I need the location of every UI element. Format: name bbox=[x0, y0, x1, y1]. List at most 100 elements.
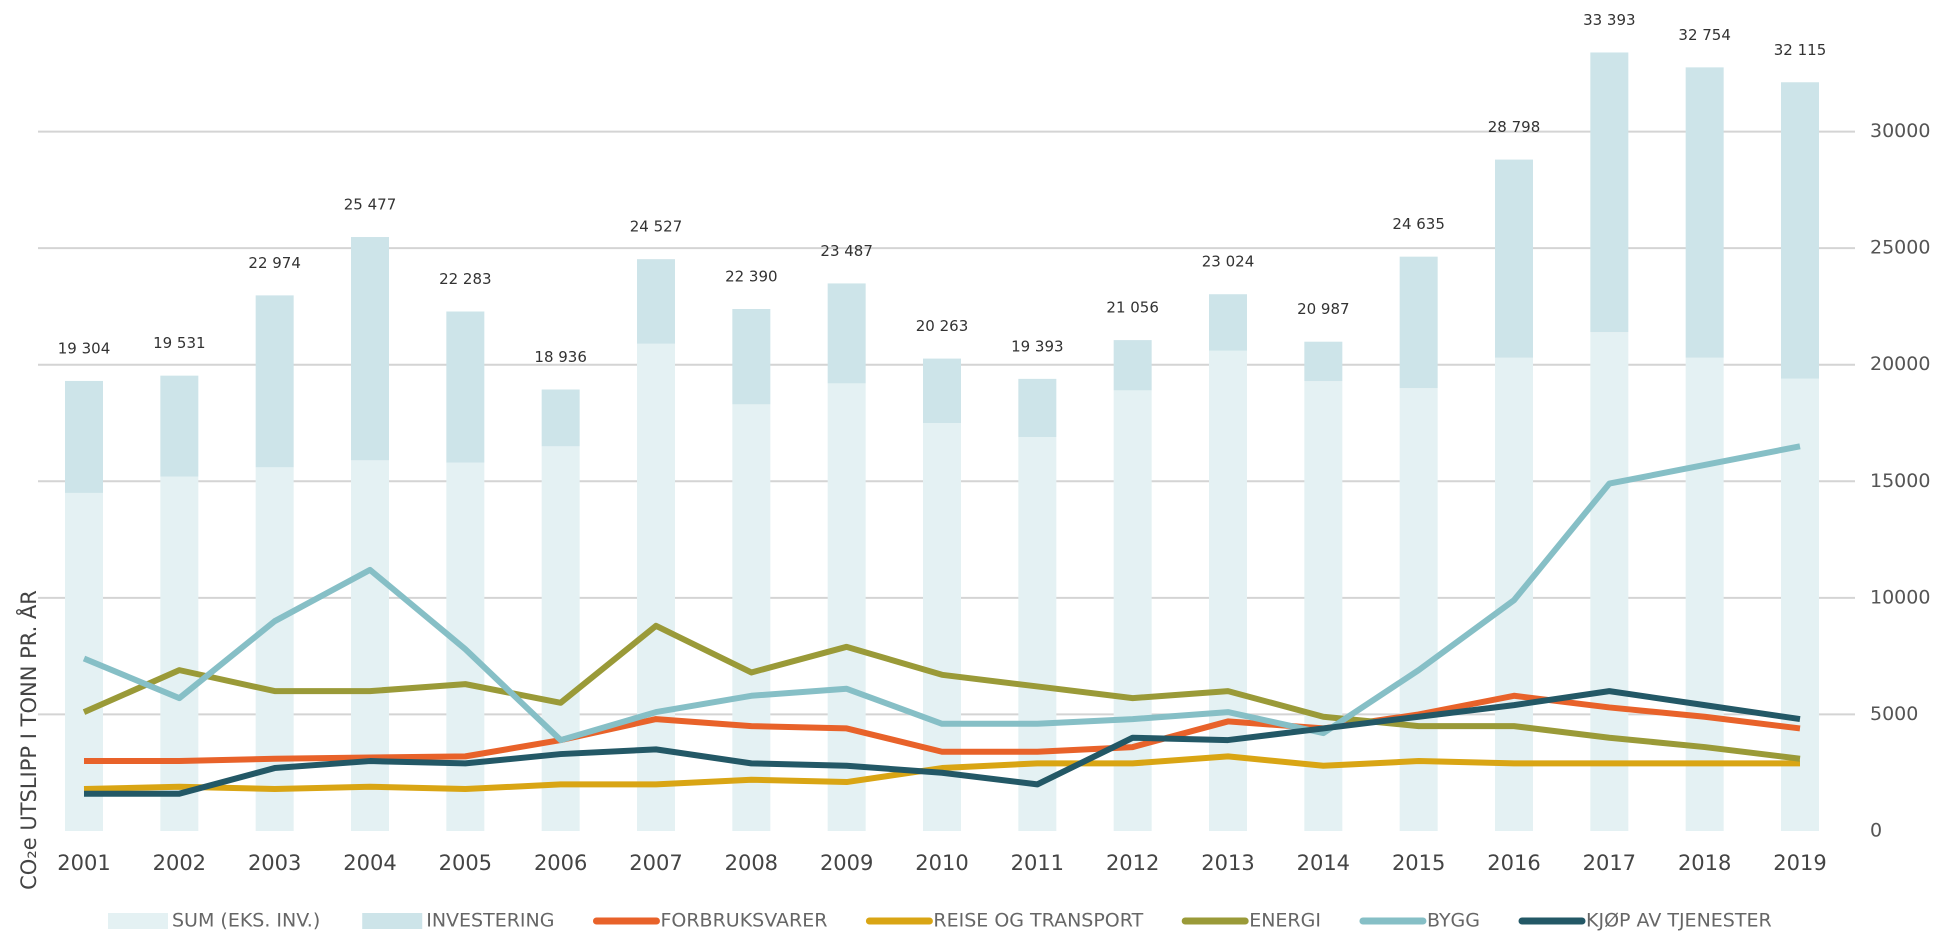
x-tick-label: 2017 bbox=[1583, 851, 1636, 875]
legend-label: FORBRUKSVARER bbox=[660, 910, 827, 932]
x-tick-label: 2004 bbox=[343, 851, 396, 875]
legend-label: REISE OG TRANSPORT bbox=[933, 910, 1143, 932]
bar-segment bbox=[1018, 436, 1057, 831]
bar-segment bbox=[65, 380, 103, 493]
line-series bbox=[82, 622, 1801, 762]
bar-segment bbox=[637, 259, 675, 344]
legend-label: INVESTERING bbox=[426, 910, 554, 932]
line-series bbox=[82, 443, 1801, 744]
bar-segment bbox=[1495, 357, 1533, 831]
x-tick-label: 2007 bbox=[629, 851, 682, 875]
bar-segment bbox=[1113, 390, 1152, 831]
bar-segment bbox=[255, 295, 294, 468]
bar-total-label: 23 487 bbox=[820, 242, 873, 260]
bar-segment bbox=[1590, 332, 1629, 831]
bar-total-label: 32 115 bbox=[1774, 41, 1827, 59]
x-tick-label: 2008 bbox=[725, 851, 778, 875]
bar-segment bbox=[541, 446, 580, 831]
bar-total-label: 19 393 bbox=[1011, 337, 1064, 355]
bar-total-label: 22 390 bbox=[725, 267, 778, 285]
x-tick-label: 2003 bbox=[248, 851, 301, 875]
bar-segment bbox=[827, 283, 866, 384]
bar-segment bbox=[923, 423, 961, 831]
bar-total-label: 33 393 bbox=[1583, 11, 1636, 29]
x-tick-label: 2011 bbox=[1011, 851, 1064, 875]
legend-label: ENERGI bbox=[1249, 910, 1321, 932]
x-tick-label: 2013 bbox=[1201, 851, 1254, 875]
bar-total-label: 20 263 bbox=[916, 317, 969, 335]
bar-segment bbox=[1304, 341, 1343, 382]
bar-total-label: 19 531 bbox=[153, 334, 206, 352]
bar-segment bbox=[351, 460, 389, 831]
bar-total-label: 23 024 bbox=[1202, 253, 1255, 271]
bar-total-label: 22 283 bbox=[439, 270, 492, 288]
bar-segment bbox=[1304, 381, 1343, 831]
bar-total-label: 22 974 bbox=[248, 254, 301, 272]
bar-segment bbox=[923, 358, 961, 423]
bar-segment bbox=[446, 311, 485, 463]
x-tick-label: 2019 bbox=[1773, 851, 1826, 875]
x-tick-label: 2010 bbox=[915, 851, 968, 875]
y-tick-label: 25000 bbox=[1870, 237, 1930, 259]
bar-total-label: 18 936 bbox=[534, 348, 587, 366]
bar-segment bbox=[160, 476, 199, 831]
bar-segment bbox=[255, 467, 294, 831]
x-tick-label: 2014 bbox=[1297, 851, 1350, 875]
y-tick-label: 30000 bbox=[1870, 120, 1930, 142]
line-series bbox=[84, 692, 1801, 765]
legend-label: BYGG bbox=[1427, 910, 1480, 932]
legend-swatch bbox=[362, 913, 423, 929]
bar-segment bbox=[1685, 67, 1724, 358]
lines bbox=[82, 443, 1801, 797]
bar-total-label: 24 527 bbox=[630, 218, 683, 236]
x-tick-label: 2012 bbox=[1106, 851, 1159, 875]
bar-segment bbox=[1113, 340, 1152, 391]
x-tick-label: 2015 bbox=[1392, 851, 1445, 875]
x-tick-label: 2018 bbox=[1678, 851, 1731, 875]
y-tick-label: 10000 bbox=[1870, 586, 1930, 608]
bar-segment bbox=[1209, 350, 1247, 831]
bar-segment bbox=[1590, 52, 1629, 333]
bar-total-label: 20 987 bbox=[1297, 300, 1350, 318]
bar-segment bbox=[1018, 378, 1057, 437]
y-tick-label: 15000 bbox=[1870, 470, 1930, 492]
legend-swatch bbox=[108, 913, 168, 929]
bar-segment bbox=[827, 383, 866, 831]
y-tick-label: 20000 bbox=[1870, 353, 1930, 375]
bar-segment bbox=[1399, 388, 1438, 831]
bar-total-label: 28 798 bbox=[1488, 118, 1541, 136]
x-tick-label: 2016 bbox=[1487, 851, 1540, 875]
line-series bbox=[83, 753, 1800, 793]
y-axis-label: CO₂e UTSLIPP I TONN PR. ÅR bbox=[15, 590, 41, 890]
bar-segment bbox=[1209, 294, 1247, 351]
bars bbox=[65, 52, 1819, 831]
bar-segment bbox=[1685, 357, 1724, 831]
bar-segment bbox=[541, 389, 580, 447]
y-tick-label: 5000 bbox=[1870, 703, 1918, 725]
bar-total-label: 25 477 bbox=[344, 196, 397, 214]
bar-total-label: 32 754 bbox=[1678, 26, 1731, 44]
bar-segment bbox=[160, 375, 199, 477]
bar-segment bbox=[351, 237, 389, 461]
bar-segment bbox=[1495, 159, 1533, 358]
x-tick-label: 2009 bbox=[820, 851, 873, 875]
bar-total-label: 19 304 bbox=[58, 339, 111, 357]
bar-segment bbox=[1399, 256, 1438, 389]
bar-total-label: 24 635 bbox=[1392, 215, 1445, 233]
legend-label: KJØP AV TJENESTER bbox=[1586, 910, 1772, 932]
bar-total-label: 21 056 bbox=[1106, 299, 1159, 317]
x-tick-label: 2006 bbox=[534, 851, 587, 875]
y-tick-label: 0 bbox=[1870, 820, 1882, 842]
line-series bbox=[84, 688, 1801, 797]
x-tick-label: 2005 bbox=[439, 851, 492, 875]
labels: 0 5000 10000 15000 20000 25000 30000 19 304 2001… bbox=[57, 11, 1930, 875]
bar-segment bbox=[637, 343, 675, 831]
bar-segment bbox=[732, 404, 771, 831]
x-tick-label: 2001 bbox=[57, 851, 110, 875]
x-tick-label: 2002 bbox=[153, 851, 206, 875]
legend: SUM (EKS. INV.) INVESTERING FORBRUKSVARER R… bbox=[108, 910, 1772, 932]
legend-label: SUM (EKS. INV.) bbox=[172, 910, 320, 932]
bar-segment bbox=[732, 308, 771, 405]
bar-segment bbox=[1781, 82, 1819, 379]
